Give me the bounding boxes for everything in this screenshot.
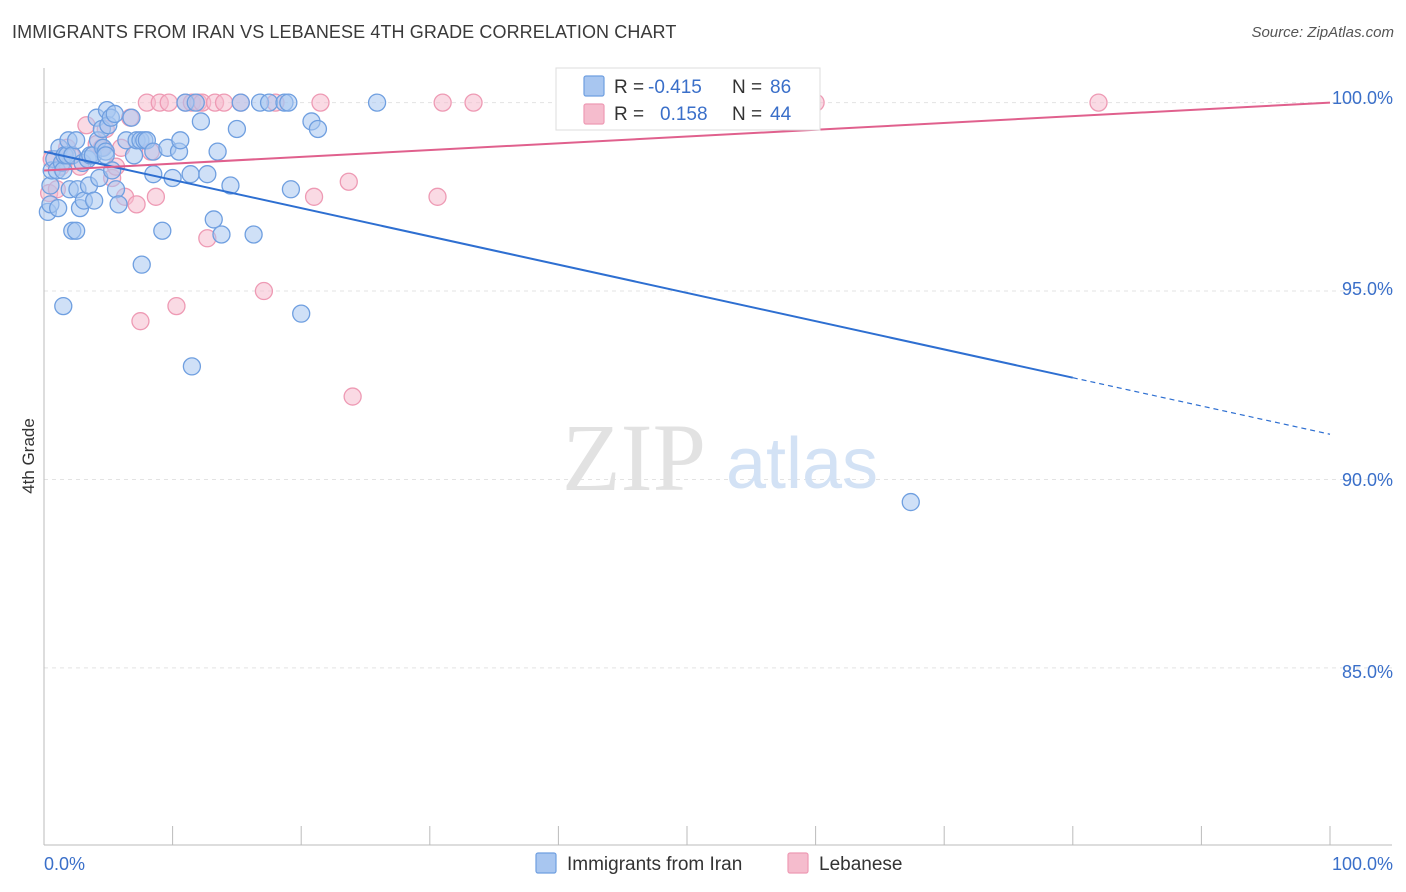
point-iran-79 bbox=[901, 492, 920, 512]
chart-source: Source: ZipAtlas.com bbox=[1251, 24, 1394, 41]
point-iran-73 bbox=[279, 93, 298, 112]
point-lebanese-16 bbox=[127, 195, 146, 214]
chart-title: IMMIGRANTS FROM IRAN VS LEBANESE 4TH GRA… bbox=[12, 22, 677, 42]
legend-n-label-lebanese: N = bbox=[732, 104, 762, 125]
point-iran-56 bbox=[171, 131, 190, 150]
point-lebanese-17 bbox=[131, 312, 150, 331]
trendline-lebanese bbox=[43, 101, 1331, 172]
point-iran-58 bbox=[181, 165, 200, 184]
point-iran-68 bbox=[231, 93, 250, 112]
grid-layer bbox=[44, 102, 1392, 669]
watermark-zip: ZIP bbox=[562, 404, 706, 511]
point-iran-47 bbox=[132, 255, 151, 274]
x-tick-label-100: 100.0% bbox=[1332, 854, 1393, 874]
point-iran-43 bbox=[122, 108, 141, 127]
point-iran-62 bbox=[198, 165, 217, 184]
bottom-legend-label-lebanese: Lebanese bbox=[819, 854, 902, 875]
point-iran-75 bbox=[292, 304, 311, 323]
bottom-legend-label-iran: Immigrants from Iran bbox=[567, 854, 742, 875]
point-iran-41 bbox=[109, 195, 128, 214]
y-tick-label-95: 95.0% bbox=[1342, 279, 1393, 299]
point-iran-67 bbox=[227, 119, 247, 139]
point-iran-64 bbox=[208, 142, 227, 161]
legend-n-value-iran: 86 bbox=[770, 77, 791, 98]
stats-legend: R = -0.415 N = 86 R = 0.158 N = 44 bbox=[555, 67, 821, 131]
point-lebanese-37 bbox=[343, 387, 362, 406]
point-iran-74 bbox=[281, 180, 301, 199]
series-legend: Immigrants from Iran Lebanese bbox=[535, 852, 902, 875]
y-tick-label-85: 85.0% bbox=[1342, 662, 1393, 682]
point-lebanese-36 bbox=[339, 172, 358, 191]
y-tick-label-100: 100.0% bbox=[1332, 88, 1393, 108]
point-iran-52 bbox=[153, 221, 172, 240]
legend-r-value-iran: -0.415 bbox=[648, 77, 702, 98]
bottom-legend-swatch-iran bbox=[535, 852, 557, 874]
watermark-atlas: atlas bbox=[726, 424, 878, 504]
point-iran-6 bbox=[48, 198, 68, 218]
legend-r-label-lebanese: R = bbox=[614, 104, 644, 125]
trendline-iran bbox=[43, 150, 1074, 379]
point-iran-39 bbox=[105, 104, 124, 124]
legend-n-label-iran: N = bbox=[732, 77, 762, 98]
point-lebanese-39 bbox=[433, 93, 452, 112]
legend-swatch-lebanese bbox=[583, 103, 605, 125]
point-iran-17 bbox=[67, 131, 86, 150]
bottom-legend-swatch-lebanese bbox=[787, 852, 809, 874]
point-lebanese-38 bbox=[428, 187, 447, 206]
legend-n-value-lebanese: 44 bbox=[770, 104, 792, 125]
point-lebanese-34 bbox=[304, 187, 324, 206]
legend-swatch-iran bbox=[583, 75, 605, 97]
point-iran-78 bbox=[367, 93, 387, 112]
trend-layer bbox=[43, 101, 1331, 435]
point-iran-61 bbox=[191, 112, 211, 131]
point-iran-10 bbox=[54, 296, 73, 316]
point-lebanese-43 bbox=[1089, 93, 1108, 112]
point-lebanese-30 bbox=[214, 93, 234, 112]
point-iran-60 bbox=[186, 93, 205, 112]
point-iran-34 bbox=[96, 146, 115, 165]
point-lebanese-35 bbox=[311, 93, 330, 112]
y-tick-label-90: 90.0% bbox=[1342, 470, 1393, 490]
x-tick-marks bbox=[43, 826, 1331, 845]
point-iran-71 bbox=[259, 93, 279, 112]
legend-r-value-lebanese: 0.158 bbox=[660, 104, 708, 125]
point-iran-69 bbox=[244, 225, 263, 244]
point-iran-59 bbox=[182, 357, 202, 376]
point-lebanese-23 bbox=[167, 296, 186, 316]
y-axis-title: 4th Grade bbox=[19, 418, 38, 494]
legend-r-label-iran: R = bbox=[614, 77, 644, 98]
points-layer bbox=[38, 93, 1108, 512]
point-lebanese-32 bbox=[254, 281, 274, 301]
point-iran-18 bbox=[67, 221, 86, 240]
point-lebanese-40 bbox=[464, 93, 483, 112]
point-iran-65 bbox=[212, 225, 231, 244]
point-iran-40 bbox=[106, 180, 126, 199]
point-lebanese-20 bbox=[146, 187, 166, 206]
point-iran-77 bbox=[308, 119, 328, 139]
trendline-iran-extension bbox=[1072, 377, 1331, 435]
x-tick-label-0: 0.0% bbox=[44, 854, 85, 874]
point-iran-27 bbox=[85, 191, 104, 210]
point-lebanese-22 bbox=[159, 93, 178, 112]
point-iran-66 bbox=[221, 176, 240, 195]
point-iran-63 bbox=[204, 210, 223, 229]
